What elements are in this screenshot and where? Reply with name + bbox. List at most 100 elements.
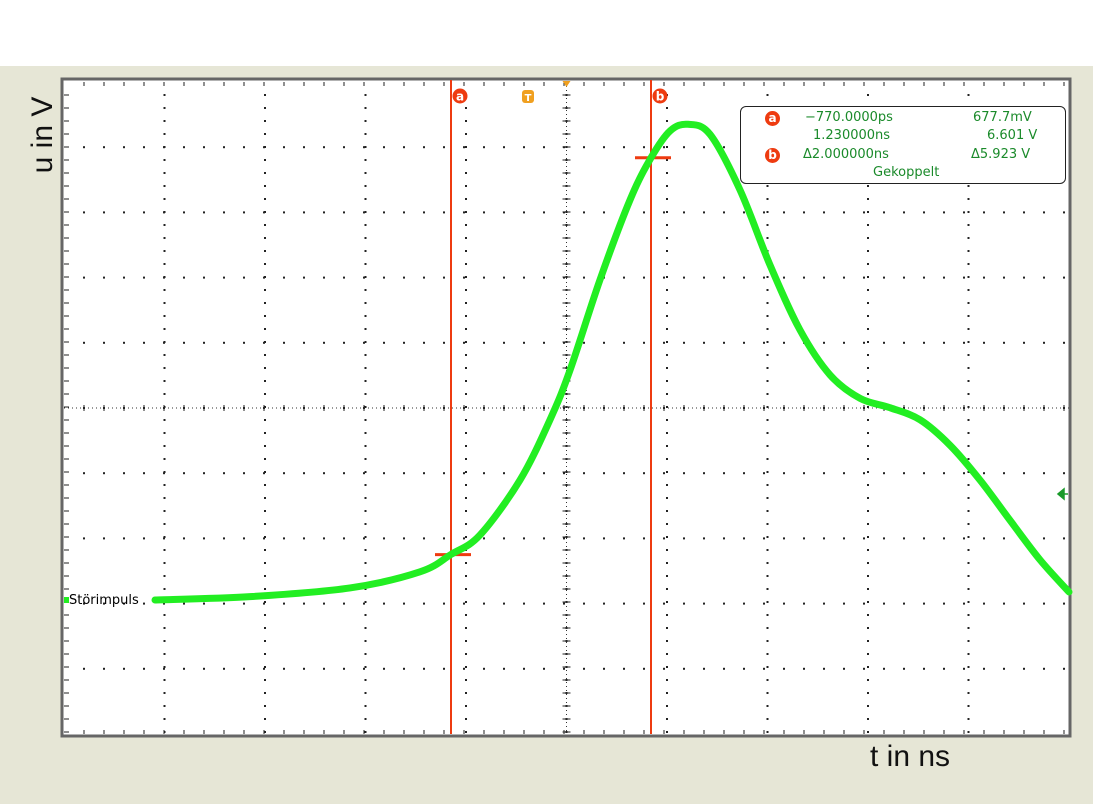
grid-dot [766, 731, 769, 733]
grid-dot [867, 575, 869, 577]
grid-dot [1043, 667, 1045, 670]
grid-dot [163, 510, 166, 512]
grid-dot [223, 341, 225, 344]
grid-dot [364, 133, 367, 135]
grid-dot [143, 341, 145, 344]
grid-dot [163, 159, 166, 161]
grid-dot [843, 537, 845, 540]
grid-dot [967, 393, 970, 395]
grid-dot [343, 146, 345, 149]
grid-dot [163, 484, 166, 486]
grid-dot [465, 731, 467, 733]
grid-dot [264, 211, 266, 213]
grid-dot [163, 666, 166, 668]
grid-dot [443, 602, 445, 605]
grid-dot [364, 484, 367, 486]
grid-dot [303, 276, 305, 279]
grid-dot [967, 250, 970, 252]
grid-dot [766, 666, 769, 668]
grid-dot [823, 341, 825, 344]
grid-dot [843, 472, 845, 475]
grid-dot [643, 537, 645, 540]
grid-dot [967, 367, 970, 369]
grid-dot [1043, 276, 1045, 279]
grid-dot [967, 549, 970, 551]
grid-dot [163, 380, 166, 382]
grid-dot [666, 107, 668, 109]
grid-dot [963, 211, 965, 214]
grid-dot [383, 537, 385, 540]
grid-dot [967, 445, 970, 447]
grid-dot [403, 537, 405, 540]
grid-dot [967, 276, 970, 278]
grid-dot [967, 94, 970, 96]
delta-voltage: Δ5.923 V [971, 147, 1031, 162]
grid-dot [323, 341, 325, 344]
grid-dot [967, 211, 970, 213]
grid-dot [903, 667, 905, 670]
grid-dot [223, 146, 225, 149]
grid-dot [283, 602, 285, 605]
grid-dot [666, 458, 668, 460]
grid-dot [264, 302, 266, 304]
grid-dot [143, 537, 145, 540]
grid-dot [666, 666, 668, 668]
grid-dot [666, 393, 668, 395]
grid-dot [123, 667, 125, 670]
grid-dot [723, 276, 725, 279]
grid-dot [766, 419, 769, 421]
grid-dot [163, 107, 166, 109]
grid-dot [103, 667, 105, 670]
grid-dot [163, 705, 166, 707]
grid-dot [143, 602, 145, 605]
grid-dot [364, 172, 367, 174]
grid-dot [465, 432, 467, 434]
grid-dot [623, 602, 625, 605]
grid-dot [465, 562, 467, 564]
grid-dot [603, 341, 605, 344]
grid-dot [243, 472, 245, 475]
grid-dot [264, 276, 266, 278]
grid-dot [264, 237, 266, 239]
grid-dot [666, 224, 668, 226]
grid-dot [364, 406, 367, 408]
x-axis-label: t in ns [870, 740, 951, 773]
grid-dot [603, 537, 605, 540]
grid-dot [203, 146, 205, 149]
grid-dot [867, 484, 869, 486]
grid-dot [423, 537, 425, 540]
grid-dot [923, 472, 925, 475]
grid-dot [264, 250, 266, 252]
grid-dot [103, 472, 105, 475]
grid-dot [967, 666, 970, 668]
grid-dot [683, 146, 685, 149]
grid-dot [1023, 341, 1025, 344]
grid-dot [803, 537, 805, 540]
grid-dot [264, 120, 266, 122]
grid-dot [867, 393, 869, 395]
grid-dot [465, 237, 467, 239]
grid-dot [666, 614, 668, 616]
grid-dot [163, 393, 166, 395]
grid-dot [163, 341, 166, 343]
grid-dot [264, 575, 266, 577]
grid-dot [823, 537, 825, 540]
grid-dot [583, 276, 585, 279]
grid-dot [103, 341, 105, 344]
grid-dot [483, 602, 485, 605]
grid-dot [666, 367, 668, 369]
grid-dot [364, 445, 367, 447]
grid-dot [363, 602, 365, 605]
grid-dot [766, 718, 769, 720]
grid-dot [103, 211, 105, 214]
grid-dot [766, 601, 769, 603]
grid-dot [803, 276, 805, 279]
grid-dot [623, 341, 625, 344]
grid-dot [623, 537, 625, 540]
grid-dot [183, 602, 185, 605]
grid-dot [1063, 602, 1065, 605]
grid-dot [903, 602, 905, 605]
grid-dot [364, 497, 367, 499]
grid-dot [766, 289, 769, 291]
